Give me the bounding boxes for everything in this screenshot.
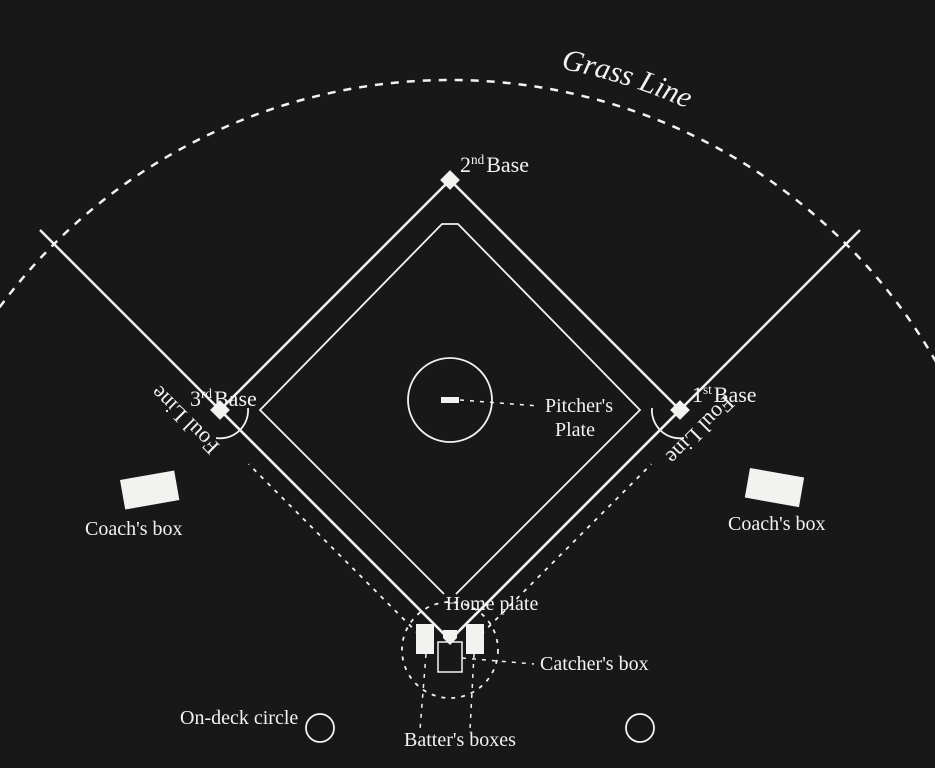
- label-coachs-box-right: Coach's box: [728, 513, 825, 535]
- label-catchers-box: Catcher's box: [540, 653, 649, 675]
- batters-box-right: [466, 624, 484, 654]
- label-third-base: 3rdBase: [190, 386, 257, 411]
- pitchers-plate: [441, 397, 459, 403]
- label-on-deck: On-deck circle: [180, 707, 298, 729]
- label-pitchers-plate-1: Pitcher's: [545, 395, 613, 417]
- label-first-base: 1stBase: [692, 382, 757, 407]
- label-home-plate: Home plate: [446, 593, 539, 615]
- label-second-base: 2ndBase: [460, 152, 529, 177]
- baseball-field-diagram: Grass Line Foul Line Foul Line 2ndBase 1…: [0, 0, 935, 768]
- batters-box-left: [416, 624, 434, 654]
- label-coachs-box-left: Coach's box: [85, 518, 182, 540]
- label-pitchers-plate-2: Plate: [555, 419, 595, 441]
- label-batters-boxes: Batter's boxes: [404, 729, 516, 751]
